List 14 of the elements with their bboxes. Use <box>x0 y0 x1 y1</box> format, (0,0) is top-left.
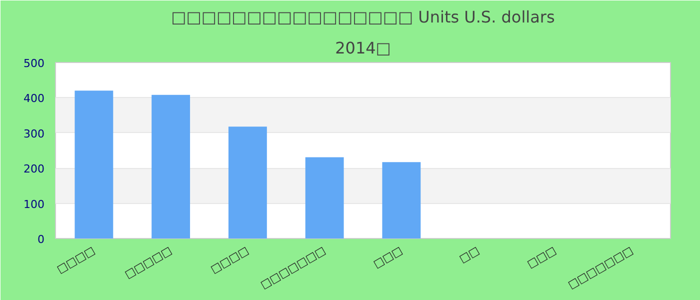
bar <box>305 157 344 238</box>
chart-title: □□□□□□□□□□□□□□□□ Units U.S. dollars <box>171 8 555 26</box>
bar <box>228 126 267 238</box>
y-tick-label: 400 <box>24 92 45 106</box>
y-tick-label: 200 <box>24 162 45 176</box>
chart-subtitle: 2014□ <box>335 38 391 58</box>
bar <box>74 90 114 238</box>
x-tick-label: □□ <box>457 244 482 266</box>
bar <box>382 162 421 238</box>
bar <box>152 94 190 238</box>
y-tick-label: 0 <box>38 233 44 246</box>
y-tick-label: 300 <box>24 127 45 140</box>
y-tick-label: 100 <box>24 198 45 211</box>
y-tick-label: 500 <box>24 57 45 70</box>
